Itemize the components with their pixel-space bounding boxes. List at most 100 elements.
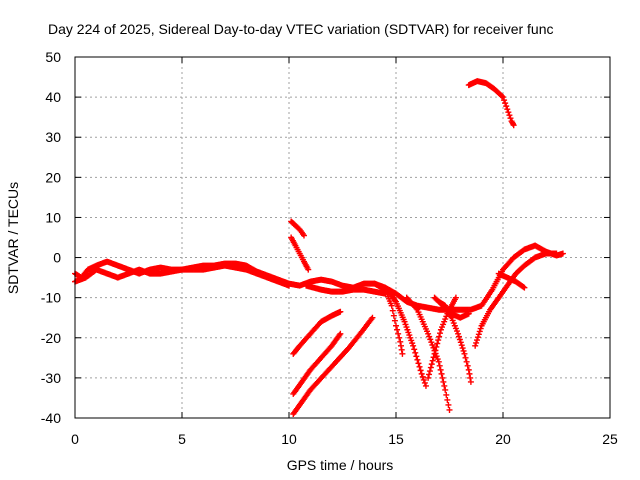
series-track-1: [72, 242, 566, 313]
data-point: [397, 338, 404, 345]
series-track-4: [288, 218, 307, 239]
x-axis-label: GPS time / hours: [287, 457, 394, 473]
data-point: [429, 341, 436, 348]
data-point: [446, 406, 453, 413]
y-tick-label: -10: [41, 290, 61, 306]
data-point: [426, 333, 433, 340]
data-point: [502, 100, 509, 107]
data-point: [422, 382, 429, 389]
data-point: [501, 97, 508, 104]
data-point: [459, 345, 466, 352]
data-point: [431, 350, 438, 357]
data-point: [390, 312, 397, 319]
x-tick-label: 15: [388, 431, 404, 447]
data-point: [432, 347, 439, 354]
data-point: [466, 370, 473, 377]
data-point: [427, 364, 434, 371]
series-track-5: [288, 234, 312, 273]
data-point: [413, 305, 420, 312]
data-point: [506, 112, 513, 119]
data-point: [433, 343, 440, 350]
data-point: [389, 307, 396, 314]
data-point: [393, 322, 399, 329]
data-point: [559, 250, 566, 257]
data-point: [434, 356, 441, 363]
data-point: [414, 356, 421, 363]
data-point: [397, 342, 404, 349]
data-point: [442, 386, 449, 393]
series-track-10: [384, 286, 429, 389]
data-point: [300, 232, 307, 239]
data-point: [467, 374, 474, 381]
data-point: [398, 346, 405, 353]
data-point: [428, 339, 435, 346]
series-track-14: [431, 294, 472, 321]
y-tick-label: 0: [53, 250, 61, 266]
data-point: [455, 333, 462, 340]
data-point: [445, 401, 452, 408]
data-point: [510, 122, 517, 129]
data-point: [369, 314, 376, 321]
grid: [75, 57, 610, 418]
series-track-8: [290, 314, 376, 417]
data-point: [475, 331, 482, 338]
series-track-15: [472, 250, 560, 349]
series-track-3: [303, 282, 389, 297]
y-tick-label: 30: [45, 129, 61, 145]
data-point: [427, 336, 434, 343]
data-point: [476, 328, 483, 335]
series-track-16: [495, 270, 528, 291]
data-point: [429, 357, 436, 364]
data-point: [413, 353, 420, 360]
y-tick-label: -20: [41, 330, 61, 346]
data-point: [452, 294, 459, 301]
data-point: [435, 358, 442, 365]
data-point: [507, 115, 514, 122]
data-point: [437, 366, 444, 373]
data-point: [441, 382, 448, 389]
data-point: [438, 370, 445, 377]
data-point: [436, 333, 443, 340]
data-point: [434, 340, 441, 347]
data-point: [428, 361, 435, 368]
data-point: [455, 330, 462, 337]
data-point: [465, 310, 472, 317]
data-point: [504, 106, 511, 113]
data-point: [415, 360, 422, 367]
data-point: [473, 339, 480, 346]
data-point: [474, 334, 481, 341]
y-tick-label: -30: [41, 370, 61, 386]
data-point: [395, 330, 402, 337]
data-point: [399, 350, 406, 357]
data-point: [421, 379, 428, 386]
x-tick-label: 10: [281, 431, 297, 447]
plot-frame: [74, 56, 611, 419]
data-point: [464, 362, 471, 369]
data-point: [465, 366, 472, 373]
data-point: [477, 325, 484, 332]
y-tick-label: -40: [41, 410, 61, 426]
chart-title: Day 224 of 2025, Sidereal Day-to-day VTE…: [48, 21, 554, 37]
data-point: [418, 370, 425, 377]
y-tick-label: 40: [45, 89, 61, 105]
data-points: [72, 78, 566, 417]
x-tick-label: 20: [495, 431, 511, 447]
y-tick-label: 10: [45, 209, 61, 225]
series-track-17: [465, 78, 517, 129]
data-point: [436, 362, 443, 369]
y-axis-label: SDTVAR / TECUs: [5, 182, 21, 294]
data-point: [286, 282, 292, 289]
x-tick-label: 0: [71, 431, 79, 447]
data-point: [500, 94, 506, 101]
data-point: [305, 266, 312, 273]
data-point: [391, 317, 398, 324]
data-point: [467, 378, 474, 385]
data-point: [416, 363, 423, 370]
data-point: [425, 330, 432, 337]
data-point: [388, 302, 395, 309]
data-point: [426, 368, 433, 375]
data-point: [503, 103, 510, 110]
data-point: [426, 371, 433, 378]
data-point: [463, 358, 470, 365]
data-point: [410, 342, 417, 349]
